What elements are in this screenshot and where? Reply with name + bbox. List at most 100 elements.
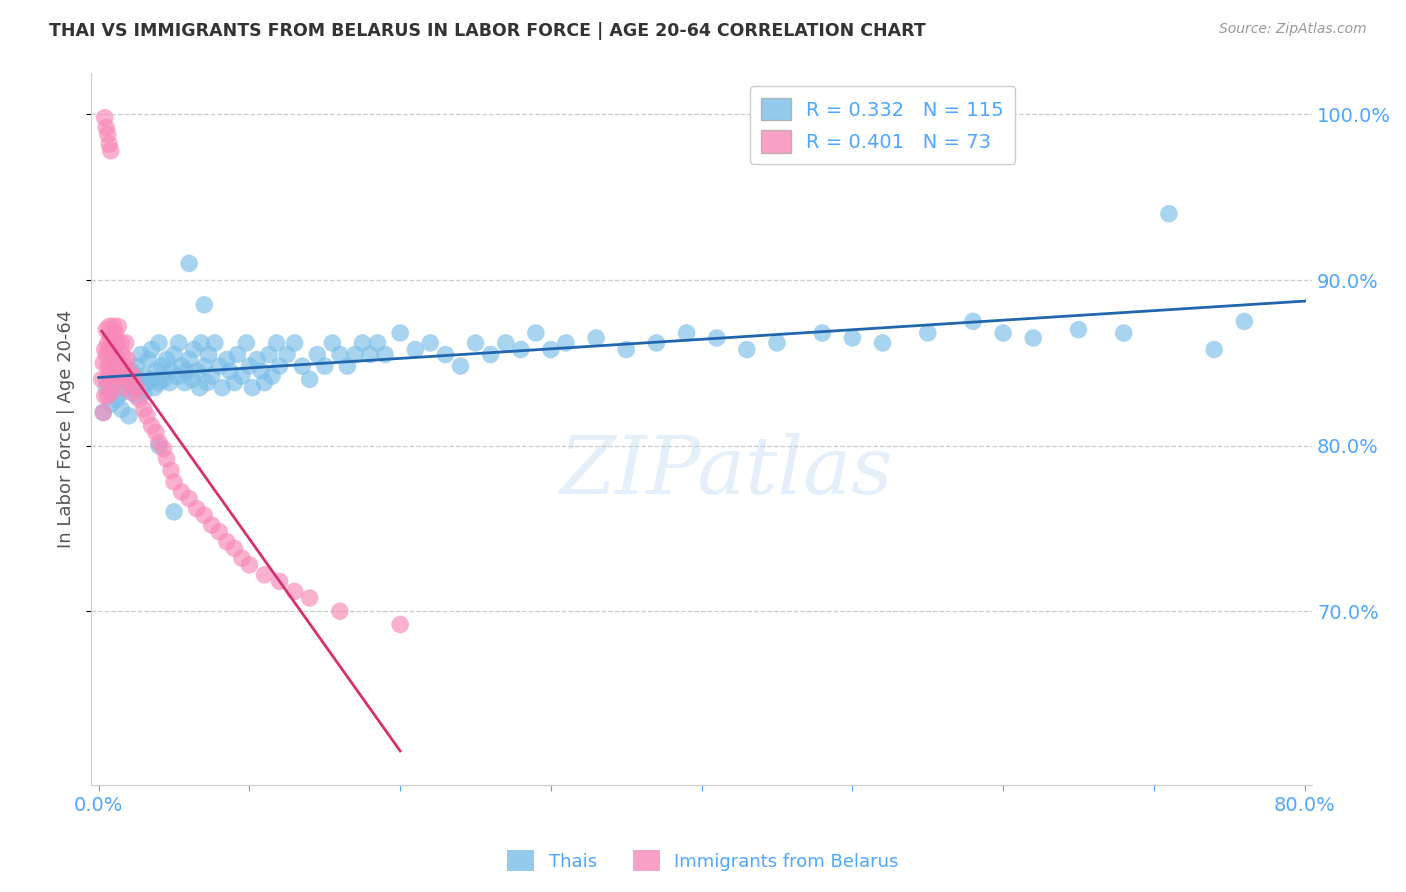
Point — [108, 364, 131, 378]
Text: THAI VS IMMIGRANTS FROM BELARUS IN LABOR FORCE | AGE 20-64 CORRELATION CHART: THAI VS IMMIGRANTS FROM BELARUS IN LABOR… — [49, 22, 927, 40]
Point — [96, 120, 118, 135]
Point — [419, 335, 441, 350]
Point — [111, 347, 134, 361]
Point — [186, 364, 208, 378]
Point — [269, 359, 291, 373]
Point — [298, 372, 321, 386]
Point — [211, 381, 233, 395]
Point — [97, 359, 120, 373]
Point — [201, 518, 224, 533]
Point — [284, 335, 307, 350]
Point — [125, 359, 148, 373]
Point — [183, 343, 205, 357]
Point — [215, 534, 238, 549]
Point — [231, 369, 253, 384]
Point — [555, 335, 578, 350]
Point — [524, 326, 547, 340]
Point — [122, 369, 145, 384]
Point — [148, 435, 170, 450]
Point — [434, 347, 457, 361]
Point — [173, 376, 195, 390]
Point — [181, 372, 204, 386]
Point — [125, 381, 148, 395]
Point — [98, 137, 121, 152]
Point — [766, 335, 789, 350]
Point — [90, 372, 112, 386]
Point — [141, 343, 163, 357]
Point — [509, 343, 531, 357]
Text: Source: ZipAtlas.com: Source: ZipAtlas.com — [1219, 22, 1367, 37]
Point — [329, 604, 352, 618]
Point — [179, 491, 201, 506]
Point — [141, 418, 163, 433]
Point — [100, 144, 122, 158]
Point — [1067, 323, 1090, 337]
Point — [389, 326, 412, 340]
Point — [93, 111, 115, 125]
Point — [110, 369, 132, 384]
Point — [284, 584, 307, 599]
Point — [97, 389, 120, 403]
Point — [735, 343, 758, 357]
Point — [307, 347, 329, 361]
Point — [186, 501, 208, 516]
Point — [329, 347, 352, 361]
Point — [93, 389, 115, 403]
Point — [336, 359, 359, 373]
Point — [155, 352, 177, 367]
Point — [121, 385, 143, 400]
Point — [231, 551, 253, 566]
Point — [111, 381, 134, 395]
Text: ZIPatlas: ZIPatlas — [560, 433, 893, 510]
Point — [101, 343, 124, 357]
Point — [1022, 331, 1045, 345]
Point — [112, 359, 135, 373]
Point — [1233, 314, 1256, 328]
Point — [242, 381, 264, 395]
Point — [96, 323, 118, 337]
Point — [706, 331, 728, 345]
Point — [103, 319, 125, 334]
Point — [238, 359, 260, 373]
Point — [170, 359, 193, 373]
Point — [105, 392, 128, 407]
Point — [291, 359, 314, 373]
Point — [1204, 343, 1226, 357]
Point — [374, 347, 396, 361]
Point — [96, 381, 118, 395]
Point — [114, 369, 136, 384]
Point — [148, 439, 170, 453]
Point — [352, 335, 374, 350]
Point — [110, 402, 132, 417]
Point — [991, 326, 1014, 340]
Point — [100, 397, 122, 411]
Point — [314, 359, 336, 373]
Point — [114, 364, 136, 378]
Point — [163, 475, 186, 489]
Point — [155, 451, 177, 466]
Point — [449, 359, 471, 373]
Point — [128, 372, 150, 386]
Point — [101, 369, 124, 384]
Point — [152, 372, 174, 386]
Point — [179, 352, 201, 367]
Point — [118, 376, 141, 390]
Point — [359, 347, 381, 361]
Point — [103, 376, 125, 390]
Point — [811, 326, 834, 340]
Point — [208, 359, 231, 373]
Point — [160, 463, 183, 477]
Point — [193, 298, 215, 312]
Point — [204, 335, 226, 350]
Point — [464, 335, 486, 350]
Point — [224, 541, 246, 556]
Point — [404, 343, 426, 357]
Point — [91, 405, 114, 419]
Point — [143, 381, 166, 395]
Point — [208, 524, 231, 539]
Point — [167, 335, 190, 350]
Point — [97, 128, 120, 142]
Point — [962, 314, 984, 328]
Point — [145, 425, 167, 440]
Point — [159, 376, 181, 390]
